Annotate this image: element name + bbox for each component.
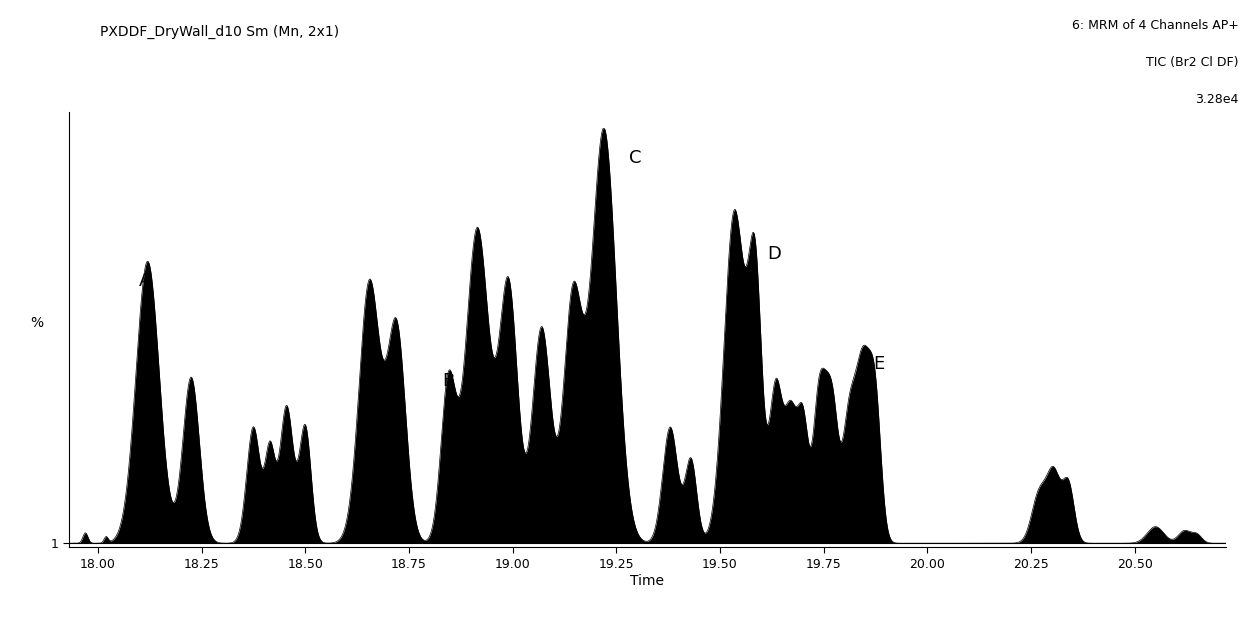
X-axis label: Time: Time <box>631 573 664 588</box>
Text: 6: MRM of 4 Channels AP+: 6: MRM of 4 Channels AP+ <box>1072 19 1238 32</box>
Text: 3.28e4: 3.28e4 <box>1195 93 1238 106</box>
Text: TIC (Br2 Cl DF): TIC (Br2 Cl DF) <box>1146 56 1238 69</box>
Text: B: B <box>442 372 454 390</box>
Text: E: E <box>873 355 884 373</box>
Y-axis label: %: % <box>30 315 44 330</box>
Text: C: C <box>629 149 642 167</box>
Text: D: D <box>768 244 782 262</box>
Text: A: A <box>139 272 151 290</box>
Text: PXDDF_DryWall_d10 Sm (Mn, 2x1): PXDDF_DryWall_d10 Sm (Mn, 2x1) <box>100 25 339 39</box>
